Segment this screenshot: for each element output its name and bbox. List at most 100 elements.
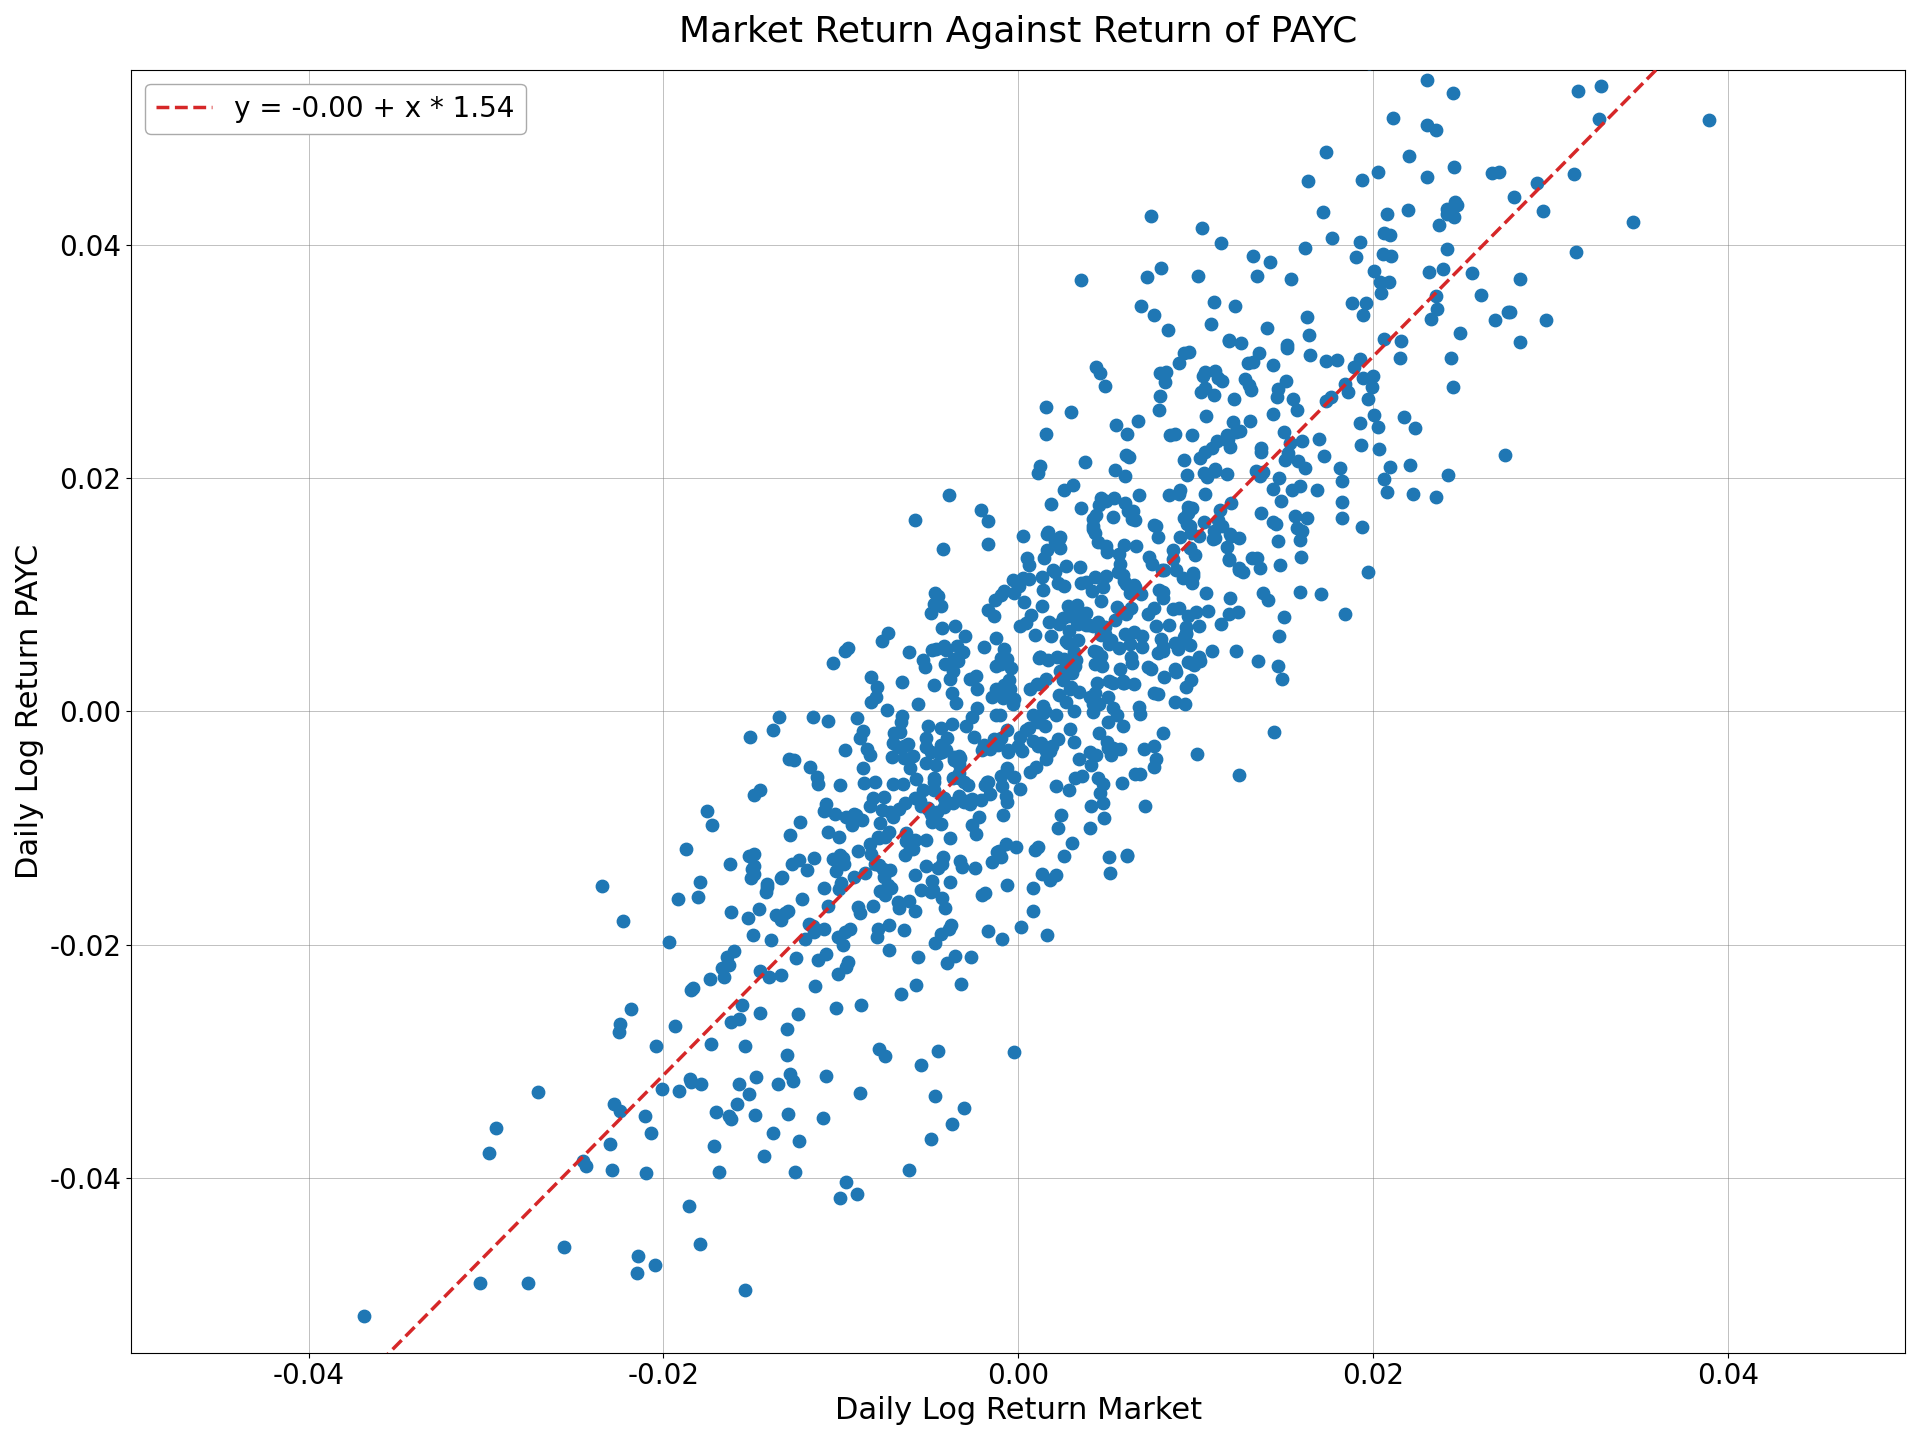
Point [910, 655, 941, 678]
Point [943, 753, 973, 776]
Point [1421, 298, 1452, 321]
Point [1031, 396, 1062, 419]
Point [716, 1107, 747, 1130]
Point [799, 920, 829, 943]
Point [987, 845, 1018, 868]
Point [1317, 226, 1348, 249]
Point [605, 1012, 636, 1035]
Point [662, 887, 693, 910]
Point [1110, 622, 1140, 645]
Point [910, 828, 941, 851]
Point [993, 739, 1023, 762]
Point [843, 896, 874, 919]
Point [1089, 806, 1119, 829]
Point [1079, 681, 1110, 704]
Point [918, 766, 948, 789]
Point [1052, 631, 1083, 654]
Point [766, 909, 797, 932]
Point [1185, 446, 1215, 469]
Point [1167, 566, 1198, 589]
Point [927, 616, 958, 639]
Point [1365, 281, 1396, 304]
Point [1213, 428, 1244, 451]
Point [1164, 482, 1194, 505]
Point [1371, 481, 1402, 504]
Point [1304, 428, 1334, 451]
Point [1171, 464, 1202, 487]
Point [824, 878, 854, 901]
Point [833, 636, 864, 660]
Point [1077, 579, 1108, 602]
Point [1102, 703, 1133, 726]
Point [1144, 384, 1175, 408]
Point [929, 635, 960, 658]
Point [1275, 431, 1306, 454]
Point [1421, 485, 1452, 508]
Point [695, 968, 726, 991]
Point [947, 641, 977, 664]
Point [1223, 600, 1254, 624]
Point [970, 773, 1000, 796]
Point [1148, 588, 1179, 611]
Point [1242, 547, 1273, 570]
Point [568, 1149, 599, 1172]
Point [1027, 566, 1058, 589]
Point [718, 940, 749, 963]
Point [1200, 360, 1231, 383]
Point [756, 929, 787, 952]
Point [1286, 520, 1317, 543]
Point [956, 706, 987, 729]
Point [1286, 429, 1317, 452]
Point [1173, 495, 1204, 518]
Point [1060, 655, 1091, 678]
Point [1309, 390, 1340, 413]
Point [676, 1071, 707, 1094]
Point [989, 678, 1020, 701]
Point [1108, 670, 1139, 693]
Point [973, 533, 1004, 556]
Point [1185, 380, 1215, 403]
Point [864, 812, 895, 835]
Point [1052, 595, 1083, 618]
Point [1092, 736, 1123, 759]
Point [772, 1017, 803, 1040]
Point [854, 832, 885, 855]
Point [1098, 505, 1129, 528]
Point [893, 733, 924, 756]
Point [1112, 444, 1142, 467]
Point [705, 1161, 735, 1184]
Point [858, 786, 889, 809]
Point [1048, 670, 1079, 693]
Point [972, 599, 1002, 622]
Point [1175, 668, 1206, 691]
Point [1173, 341, 1204, 364]
Point [925, 733, 956, 756]
Point [931, 726, 962, 749]
Point [991, 832, 1021, 855]
Point [956, 788, 987, 811]
Point [1196, 639, 1227, 662]
Point [1112, 422, 1142, 445]
Point [998, 687, 1029, 710]
Point [1327, 490, 1357, 513]
Point [1114, 632, 1144, 655]
Point [991, 756, 1021, 779]
Point [1064, 612, 1094, 635]
Point [854, 793, 885, 816]
Point [1125, 703, 1156, 726]
Point [843, 707, 874, 730]
Point [1012, 546, 1043, 569]
Point [1098, 737, 1129, 760]
Point [1108, 772, 1139, 795]
Point [1023, 454, 1054, 477]
Point [1177, 497, 1208, 520]
Point [828, 847, 858, 870]
Point [1215, 435, 1246, 458]
Point [1091, 615, 1121, 638]
Point [831, 955, 862, 978]
Point [1060, 641, 1091, 664]
Point [803, 948, 833, 971]
Point [950, 714, 981, 737]
Point [1069, 613, 1100, 636]
Point [1263, 625, 1294, 648]
